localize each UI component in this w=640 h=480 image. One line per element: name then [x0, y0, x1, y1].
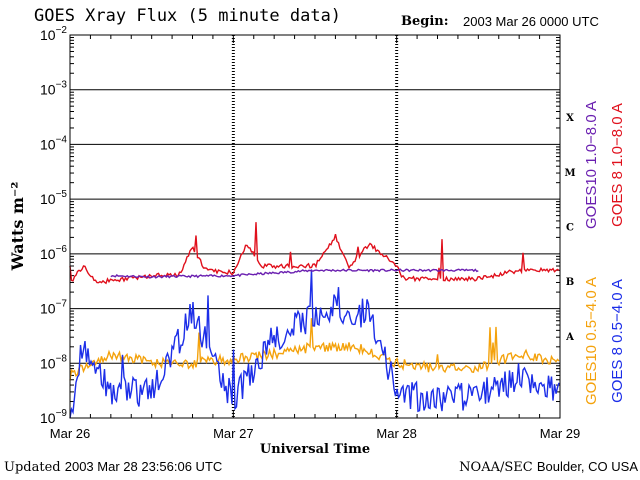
flare-class-label: X: [566, 113, 574, 124]
flare-class-label: C: [566, 223, 574, 234]
x-tick-label: Mar 27: [213, 426, 253, 441]
updated-value: 2003 Mar 28 23:56:06 UTC: [64, 459, 223, 474]
y-tick-label: 10−2: [40, 25, 67, 43]
x-tick-label: Mar 26: [50, 426, 90, 441]
chart-title: GOES Xray Flux (5 minute data): [34, 6, 342, 26]
flare-class-label: B: [566, 277, 574, 288]
y-tick-label: 10−7: [40, 299, 67, 317]
x-tick-label: Mar 29: [540, 426, 580, 441]
y-tick-label: 10−3: [40, 80, 67, 98]
begin-value: 2003 Mar 26 0000 UTC: [463, 14, 599, 29]
legend-entry: GOES 8 1.0−8.0 A: [609, 103, 626, 227]
legend-entry: GOES10 1.0−8.0 A: [583, 101, 600, 229]
series-line: [69, 269, 560, 419]
x-axis-label: Universal Time: [260, 442, 370, 457]
y-tick-label: 10−4: [40, 134, 67, 152]
credit-label: NOAA/SEC: [459, 460, 533, 475]
credit-value: Boulder, CO USA: [536, 459, 638, 474]
flare-class-label: A: [565, 332, 574, 343]
flare-class-label: M: [564, 168, 575, 179]
credit-text: NOAA/SEC Boulder, CO USA: [459, 459, 638, 475]
begin-label: Begin:: [401, 14, 449, 29]
updated-text: Updated 2003 Mar 28 23:56:06 UTC: [4, 459, 222, 475]
y-tick-label: 10−6: [40, 244, 67, 262]
y-tick-label: 10−5: [40, 189, 67, 207]
y-axis-label: Watts m⁻²: [8, 182, 27, 272]
legend-entry: GOES 8 0.5−4.0 A: [609, 279, 626, 403]
legend-entry: GOES10 0.5−4.0 A: [583, 277, 600, 405]
plot-frame: [69, 34, 561, 419]
x-tick-label: Mar 28: [376, 426, 416, 441]
y-tick-label: 10−8: [40, 353, 67, 371]
series-line: [69, 318, 560, 381]
y-tick-label: 10−9: [40, 408, 67, 426]
series-line: [69, 222, 560, 285]
series-line: [110, 268, 479, 279]
updated-label: Updated: [4, 460, 61, 475]
